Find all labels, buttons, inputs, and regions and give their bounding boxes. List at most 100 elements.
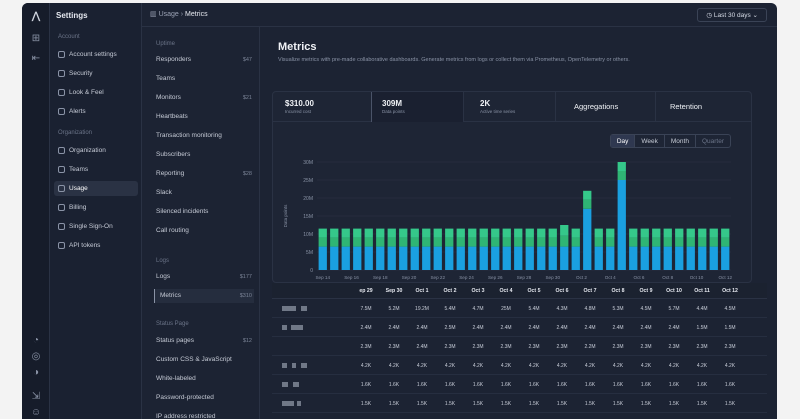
bar-segment-top: [663, 228, 672, 238]
bar-segment-mid: [698, 237, 707, 247]
tab-retention[interactable]: Retention: [655, 92, 753, 122]
nav-item-look-feel[interactable]: Look & Feel: [54, 85, 138, 100]
chart-icon: ▥: [150, 11, 159, 18]
bar-segment-mid: [560, 235, 569, 247]
nav-item-icon: [58, 166, 65, 173]
nav-item-billing[interactable]: Billing: [54, 200, 138, 215]
bar-segment-base: [468, 246, 477, 270]
table-cell: 5.2M: [388, 306, 400, 312]
product-item-cost: $310: [239, 293, 252, 299]
product-item[interactable]: Monitors $21: [154, 91, 254, 105]
table-cell: 1.6K: [444, 382, 456, 388]
nav-item-security[interactable]: Security: [54, 66, 138, 81]
nav-item-label: Usage: [69, 185, 88, 192]
help-icon[interactable]: ◑: [32, 367, 40, 378]
exit-icon[interactable]: ⇤: [31, 53, 41, 64]
bar-segment-base: [341, 246, 350, 270]
product-item[interactable]: Reporting $28: [154, 167, 254, 181]
product-item[interactable]: Responders $47: [154, 53, 254, 67]
x-tick-label: Sep 20: [402, 275, 417, 280]
tab-incurred-cost[interactable]: $310.00 Incurred cost: [273, 92, 371, 122]
product-item[interactable]: Subscribers: [154, 148, 254, 162]
chart-icon[interactable]: ⇲: [31, 391, 41, 402]
nav-item-label: Single Sign-On: [69, 223, 113, 230]
product-item[interactable]: Transaction monitoring: [154, 129, 254, 143]
bar-segment-base: [560, 246, 569, 270]
table-cell: 4.2K: [388, 363, 400, 369]
table-row[interactable]: 2.3M 2.3M 2.4M 2.3M 2.3M 2.3M 2.3M 2.3M 2.2M 2.3M…: [272, 337, 767, 356]
period-month[interactable]: Month: [665, 135, 696, 147]
period-day[interactable]: Day: [610, 135, 636, 147]
product-item[interactable]: Teams: [154, 72, 254, 86]
x-tick-label: Sep 26: [488, 275, 503, 280]
period-quarter[interactable]: Quarter: [701, 138, 724, 145]
nav-item-single-sign-on[interactable]: Single Sign-On: [54, 219, 138, 234]
tab-aggregations[interactable]: Aggregations: [555, 92, 655, 122]
bar-segment-base: [479, 246, 488, 270]
chat-icon[interactable]: ◎: [31, 351, 41, 362]
table-cell: 1.5K: [640, 401, 652, 407]
nav-item-account-settings[interactable]: Account settings: [54, 47, 138, 62]
table-cell: 1.6K: [724, 382, 736, 388]
date-range-select[interactable]: ◷ Last 30 days ⌄: [697, 8, 767, 22]
nav-item-icon: [58, 70, 65, 77]
product-item[interactable]: IP address restricted: [154, 410, 254, 419]
table-row[interactable]: 7.5M 5.2M 19.2M 5.4M 4.7M 25M 5.4M 4.3M 4.8M 5.3M…: [272, 299, 767, 318]
bar-segment-mid: [548, 237, 557, 247]
product-item[interactable]: Logs $177: [154, 270, 254, 284]
bar-segment-mid: [318, 237, 327, 247]
table-row[interactable]: 2.4M 2.4M 2.4M 2.5M 2.4M 2.4M 2.4M 2.4M 2.4M 2.4M…: [272, 318, 767, 337]
bar-segment-base: [698, 246, 707, 270]
period-week[interactable]: Week: [635, 135, 665, 147]
table-row[interactable]: 4.2K 4.2K 4.2K 4.2K 4.2K 4.2K 4.2K 4.2K 4.2K 4.2K…: [272, 356, 767, 375]
nav-item-usage[interactable]: Usage: [54, 181, 138, 196]
table-cell: 1.5K: [388, 401, 400, 407]
bar-segment-top: [422, 228, 431, 238]
nav-item-alerts[interactable]: Alerts: [54, 104, 138, 119]
nav-item-api-tokens[interactable]: API tokens: [54, 238, 138, 253]
bar-segment-base: [445, 246, 454, 270]
table-cell: 1.6K: [668, 382, 680, 388]
bar-segment-top: [698, 228, 707, 238]
product-item[interactable]: Slack: [154, 186, 254, 200]
table-cell: 5.3M: [612, 306, 624, 312]
table-cell: 5.4M: [444, 306, 456, 312]
rocket-icon[interactable]: ◔: [32, 335, 40, 346]
table-cell: 1.6K: [556, 382, 568, 388]
users-icon[interactable]: ☺: [30, 407, 42, 418]
icon-rail: ⋀ ⊞ ⇤ ◔ ◎ ◑ ⇲ ☺: [22, 3, 50, 419]
nav-item-teams[interactable]: Teams: [54, 162, 138, 177]
bar-segment-mid: [525, 237, 534, 247]
new-icon[interactable]: ⊞: [31, 33, 41, 44]
product-item[interactable]: Heartbeats: [154, 110, 254, 124]
product-item[interactable]: Status pages $12: [154, 334, 254, 348]
product-item[interactable]: Call routing: [154, 224, 254, 238]
x-tick-label: Sep 22: [430, 275, 445, 280]
table-cell: 4.8M: [584, 306, 596, 312]
product-item-cost: $21: [242, 95, 252, 101]
column-header: Sep 30: [385, 288, 403, 294]
y-tick-label: 30M: [303, 160, 313, 166]
nav-item-icon: [58, 147, 65, 154]
nav-item-organization[interactable]: Organization: [54, 143, 138, 158]
column-header: Oct 10: [666, 288, 682, 294]
tab-data-points[interactable]: 309M Data points: [371, 92, 463, 122]
table-row[interactable]: 1.3K1.3K1.3K1.3K1.3K1.3K1.3K1.3K1.3K1.3K…: [272, 413, 767, 419]
column-header: Oct 4: [499, 288, 513, 294]
product-item-label: Silenced incidents: [156, 208, 209, 215]
product-item[interactable]: Password-protected: [154, 391, 254, 405]
product-item[interactable]: Metrics $310: [154, 289, 254, 303]
bar-segment-mid: [583, 199, 592, 209]
product-item[interactable]: White-labeled: [154, 372, 254, 386]
metrics-table: ep 29 Sep 30 Oct 1 Oct 2 Oct 3 Oct 4 Oct 5 Oct …: [272, 283, 767, 419]
breadcrumb-section[interactable]: Usage: [158, 11, 179, 18]
tab-active-time-series[interactable]: 2K Active time series: [463, 92, 555, 122]
x-tick-label: Sep 30: [545, 275, 560, 280]
product-item-label: White-labeled: [156, 375, 196, 382]
product-item[interactable]: Custom CSS & JavaScript: [154, 353, 254, 367]
product-item[interactable]: Silenced incidents: [154, 205, 254, 219]
table-row[interactable]: 1.6K 1.6K 1.6K 1.6K 1.6K 1.6K 1.6K 1.6K 1.6K 1.6K…: [272, 375, 767, 394]
nav-item-label: Teams: [69, 166, 89, 173]
bar-segment-top: [617, 162, 626, 171]
table-row[interactable]: 1.5K 1.5K 1.5K 1.5K 1.5K 1.5K 1.5K 1.5K 1.5K 1.5K…: [272, 394, 767, 413]
